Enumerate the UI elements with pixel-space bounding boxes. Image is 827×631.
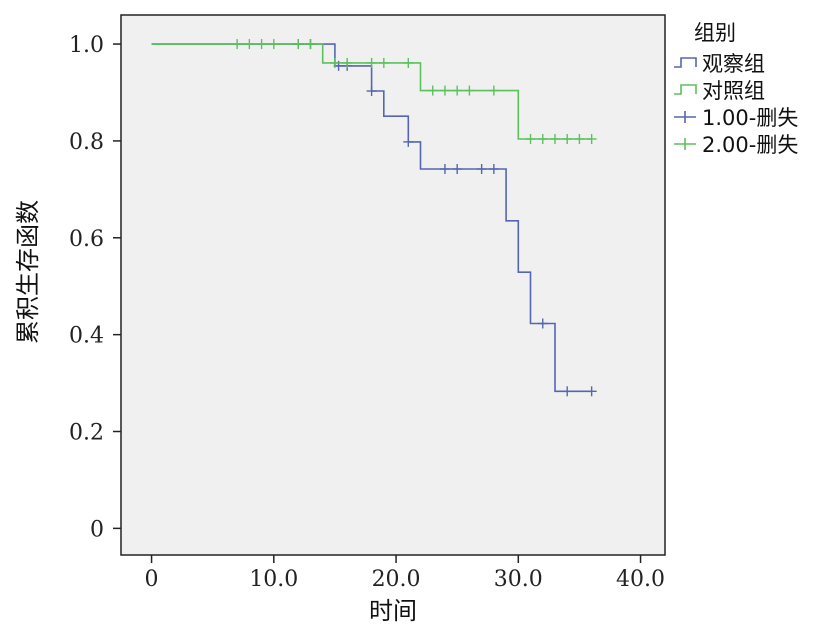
censor-mark-1-11 <box>562 386 573 397</box>
censor-mark-2-20 <box>574 133 585 144</box>
censor-mark-2-6 <box>329 57 340 68</box>
censor-mark-2-4 <box>293 39 304 50</box>
censor-mark-2-19 <box>562 133 573 144</box>
series-line-2 <box>151 43 592 140</box>
censor-mark-2-10 <box>403 57 414 68</box>
censor-mark-2-2 <box>256 39 267 50</box>
plot-area <box>120 14 666 556</box>
censor-mark-2-8 <box>366 57 377 68</box>
legend-item-4: 2.00-删失 <box>674 133 798 157</box>
censor-mark-2-5 <box>305 39 316 50</box>
censor-mark-2-3 <box>268 39 279 50</box>
x-tick-label-2: 20.0 <box>372 567 421 592</box>
y-tick-label-1: 0.2 <box>69 421 104 446</box>
censor-mark-1-12 <box>586 386 597 397</box>
legend-label: 观察组 <box>702 52 765 76</box>
x-tick-label-1: 10.0 <box>249 567 298 592</box>
censor-mark-1-5 <box>403 136 414 147</box>
legend-label: 对照组 <box>702 79 765 103</box>
legend-step-swatch <box>674 84 697 95</box>
legend-item-3: 1.00-删失 <box>674 106 798 130</box>
series-line-1 <box>151 43 592 393</box>
series-layer <box>151 43 592 393</box>
legend-step-swatch <box>674 57 697 68</box>
censor-mark-2-11 <box>427 85 438 96</box>
censor-mark-2-14 <box>464 85 475 96</box>
y-axis-ticks: 0 0.2 0.4 0.6 0.8 1.0 <box>69 33 121 542</box>
x-tick-label-0: 0 <box>145 567 159 592</box>
censor-mark-2-18 <box>549 133 560 144</box>
legend-censor-swatch <box>674 138 696 150</box>
censor-mark-1-7 <box>452 164 463 175</box>
x-tick-label-3: 30.0 <box>494 567 543 592</box>
legend-title: 组别 <box>694 21 736 45</box>
legend-item-2: 对照组 <box>674 79 765 103</box>
censor-mark-2-21 <box>586 133 597 144</box>
censor-mark-2-13 <box>452 85 463 96</box>
censor-mark-2-1 <box>244 39 255 50</box>
censor-mark-1-4 <box>366 86 377 97</box>
y-tick-label-3: 0.6 <box>69 227 104 252</box>
legend-item-1: 观察组 <box>674 52 765 76</box>
y-tick-label-2: 0.4 <box>69 324 104 349</box>
censor-mark-1-6 <box>439 164 450 175</box>
censor-mark-1-10 <box>537 318 548 329</box>
censor-mark-2-17 <box>537 133 548 144</box>
legend-label: 1.00-删失 <box>702 106 798 130</box>
y-tick-label-5: 1.0 <box>69 33 104 58</box>
censor-mark-1-8 <box>476 164 487 175</box>
censor-layer <box>232 39 597 397</box>
legend-label: 2.00-删失 <box>702 133 798 157</box>
censor-mark-2-16 <box>525 133 536 144</box>
censor-mark-2-0 <box>232 39 243 50</box>
censor-mark-2-7 <box>342 57 353 68</box>
y-tick-label-4: 0.8 <box>69 130 104 155</box>
x-axis-ticks: 0 10.0 20.0 30.0 40.0 <box>145 555 665 592</box>
censor-mark-1-9 <box>488 164 499 175</box>
censor-mark-2-15 <box>488 85 499 96</box>
censor-mark-2-12 <box>439 85 450 96</box>
y-tick-label-0: 0 <box>90 517 104 542</box>
legend-censor-swatch <box>674 111 696 123</box>
x-axis-title: 时间 <box>369 597 417 625</box>
x-tick-label-4: 40.0 <box>616 567 665 592</box>
y-axis-title: 累积生存函数 <box>14 200 42 344</box>
censor-mark-2-9 <box>378 57 389 68</box>
